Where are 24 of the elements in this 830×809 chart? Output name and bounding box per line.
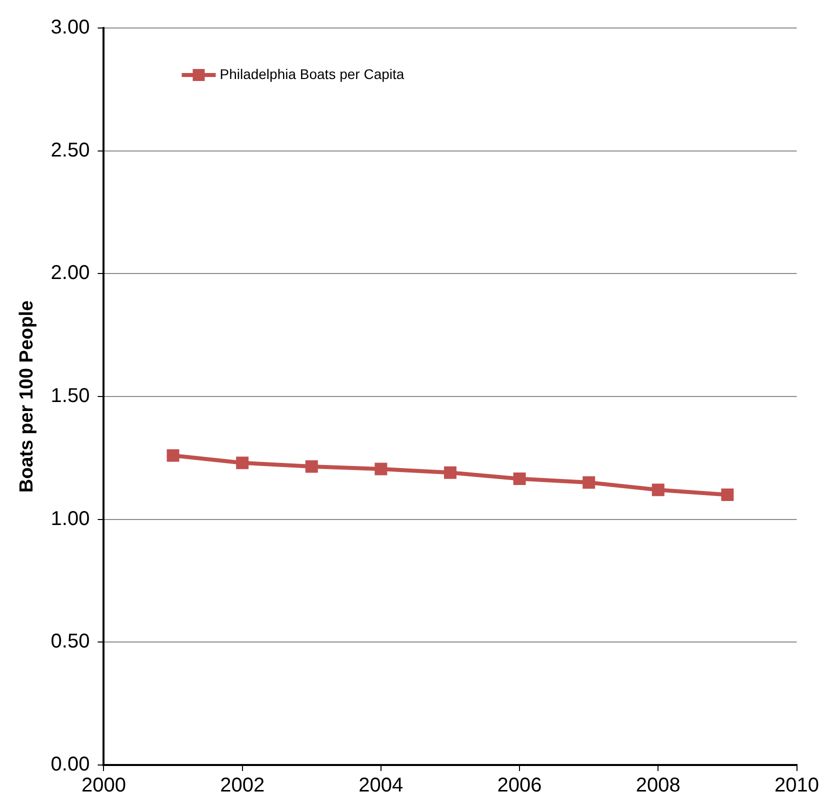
- y-tick-label: 1.50: [50, 385, 90, 408]
- point: [444, 466, 456, 479]
- y-tick-label: 0.50: [50, 630, 90, 653]
- point: [305, 460, 318, 473]
- point: [582, 476, 596, 489]
- y-tick-label: 1.00: [50, 508, 90, 530]
- legend-label: Philadelphia Boats per Capita: [220, 66, 404, 82]
- y-tick-label: 2.00: [50, 262, 90, 284]
- x-tick-label: 2004: [358, 774, 404, 797]
- x-tick-label: 2000: [81, 774, 126, 797]
- y-axis-title: Boats per 100 People: [16, 300, 38, 493]
- x-tick-label: 2002: [220, 774, 265, 797]
- point: [513, 472, 526, 486]
- point: [374, 462, 388, 476]
- y-tick-label: 3.00: [50, 16, 90, 39]
- x-tick-label: 2008: [636, 774, 680, 797]
- point: [721, 488, 734, 502]
- x-tick-label: 2010: [774, 774, 820, 797]
- y-tick-label: 2.50: [50, 139, 90, 162]
- point: [236, 456, 249, 470]
- y-tick-label: 0.00: [50, 754, 90, 776]
- point: [652, 484, 664, 496]
- x-tick-label: 2006: [497, 774, 542, 797]
- point: [166, 449, 180, 462]
